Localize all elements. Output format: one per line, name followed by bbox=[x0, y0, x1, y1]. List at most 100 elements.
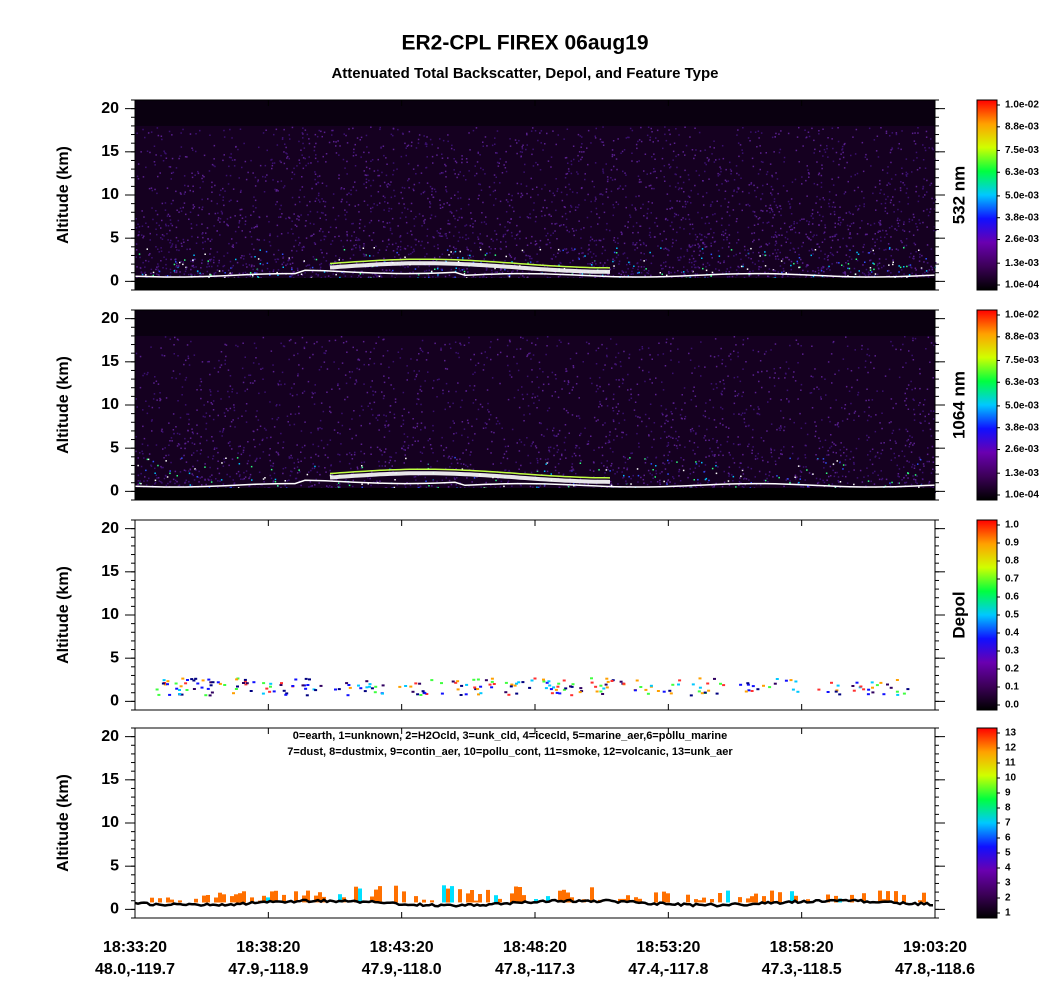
backscatter-texture bbox=[844, 404, 847, 406]
backscatter-texture bbox=[552, 130, 554, 132]
backscatter-texture bbox=[764, 251, 766, 253]
backscatter-texture bbox=[897, 225, 900, 227]
backscatter-texture bbox=[466, 161, 468, 163]
backscatter-texture bbox=[922, 187, 924, 190]
backscatter-texture bbox=[635, 195, 637, 198]
backscatter-texture bbox=[685, 203, 687, 205]
backscatter-texture bbox=[381, 454, 383, 456]
backscatter-texture bbox=[359, 219, 362, 221]
backscatter-texture bbox=[234, 159, 236, 161]
backscatter-texture bbox=[160, 227, 162, 229]
backscatter-texture bbox=[708, 233, 710, 235]
backscatter-texture bbox=[672, 228, 674, 231]
backscatter-texture bbox=[656, 129, 659, 132]
backscatter-texture bbox=[833, 475, 836, 478]
backscatter-texture bbox=[482, 201, 484, 204]
backscatter-texture bbox=[146, 150, 149, 152]
backscatter-texture bbox=[550, 234, 552, 237]
backscatter-texture bbox=[458, 268, 460, 270]
backscatter-texture bbox=[897, 147, 900, 150]
backscatter-texture bbox=[424, 218, 426, 221]
backscatter-texture bbox=[689, 276, 692, 279]
backscatter-texture bbox=[742, 127, 744, 129]
backscatter-texture bbox=[256, 269, 259, 271]
backscatter-texture bbox=[530, 196, 532, 199]
backscatter-texture bbox=[717, 261, 720, 263]
backscatter-texture bbox=[603, 211, 606, 214]
backscatter-texture bbox=[827, 361, 830, 363]
backscatter-texture bbox=[668, 249, 670, 252]
backscatter-texture bbox=[426, 253, 428, 255]
backscatter-texture bbox=[413, 183, 416, 186]
backscatter-texture bbox=[156, 233, 158, 236]
backscatter-texture bbox=[638, 195, 640, 197]
backscatter-texture bbox=[380, 275, 383, 278]
backscatter-texture bbox=[771, 236, 773, 238]
backscatter-texture bbox=[712, 272, 715, 275]
backscatter-texture bbox=[201, 259, 203, 261]
backscatter-texture bbox=[776, 255, 779, 257]
backscatter-texture bbox=[350, 189, 352, 191]
backscatter-texture bbox=[297, 274, 299, 276]
backscatter-texture bbox=[467, 271, 469, 273]
backscatter-texture bbox=[654, 158, 656, 160]
backscatter-texture bbox=[818, 172, 821, 174]
backscatter-texture bbox=[289, 263, 292, 265]
backscatter-texture bbox=[479, 242, 481, 244]
backscatter-texture bbox=[600, 141, 603, 143]
backscatter-texture bbox=[214, 184, 216, 187]
backscatter-texture bbox=[484, 173, 486, 175]
backscatter-texture bbox=[778, 151, 781, 154]
backscatter-texture bbox=[622, 412, 624, 415]
backscatter-texture bbox=[873, 268, 875, 271]
backscatter-texture bbox=[848, 413, 851, 415]
backscatter-texture bbox=[794, 178, 797, 181]
backscatter-texture bbox=[586, 147, 588, 149]
backscatter-texture bbox=[647, 272, 650, 275]
backscatter-texture bbox=[159, 399, 161, 402]
backscatter-texture bbox=[807, 264, 809, 266]
backscatter-texture bbox=[637, 175, 640, 177]
backscatter-texture bbox=[552, 192, 554, 194]
backscatter-texture bbox=[165, 263, 167, 266]
backscatter-texture bbox=[363, 243, 365, 245]
backscatter-texture bbox=[532, 209, 535, 211]
backscatter-texture bbox=[694, 233, 697, 236]
backscatter-texture bbox=[403, 187, 406, 189]
backscatter-texture bbox=[702, 241, 705, 244]
backscatter-texture bbox=[164, 152, 166, 154]
backscatter-texture bbox=[146, 248, 148, 250]
backscatter-texture bbox=[315, 478, 317, 481]
backscatter-texture bbox=[526, 216, 529, 218]
backscatter-texture bbox=[758, 268, 760, 270]
backscatter-texture bbox=[650, 274, 652, 277]
backscatter-texture bbox=[286, 153, 288, 155]
backscatter-texture bbox=[701, 257, 703, 259]
backscatter-texture bbox=[557, 433, 560, 435]
backscatter-texture bbox=[673, 477, 675, 480]
backscatter-texture bbox=[838, 262, 840, 264]
backscatter-texture bbox=[414, 268, 417, 270]
backscatter-texture bbox=[811, 209, 814, 211]
backscatter-texture bbox=[872, 238, 874, 240]
backscatter-texture bbox=[867, 454, 869, 456]
backscatter-texture bbox=[690, 245, 693, 248]
backscatter-texture bbox=[410, 230, 412, 232]
backscatter-texture bbox=[547, 376, 549, 378]
backscatter-texture bbox=[780, 227, 782, 230]
backscatter-texture bbox=[906, 173, 909, 175]
backscatter-texture bbox=[861, 141, 864, 144]
backscatter-texture bbox=[808, 238, 810, 240]
backscatter-texture bbox=[141, 273, 144, 276]
backscatter-texture bbox=[224, 190, 226, 192]
backscatter-texture bbox=[880, 189, 882, 191]
backscatter-texture bbox=[640, 126, 642, 129]
backscatter-texture bbox=[683, 387, 686, 389]
backscatter-texture bbox=[674, 212, 676, 215]
backscatter-texture bbox=[890, 161, 892, 164]
backscatter-texture bbox=[441, 253, 444, 255]
backscatter-texture bbox=[799, 475, 802, 478]
backscatter-texture bbox=[895, 248, 898, 250]
backscatter-texture bbox=[477, 238, 480, 240]
backscatter-texture bbox=[218, 270, 221, 272]
